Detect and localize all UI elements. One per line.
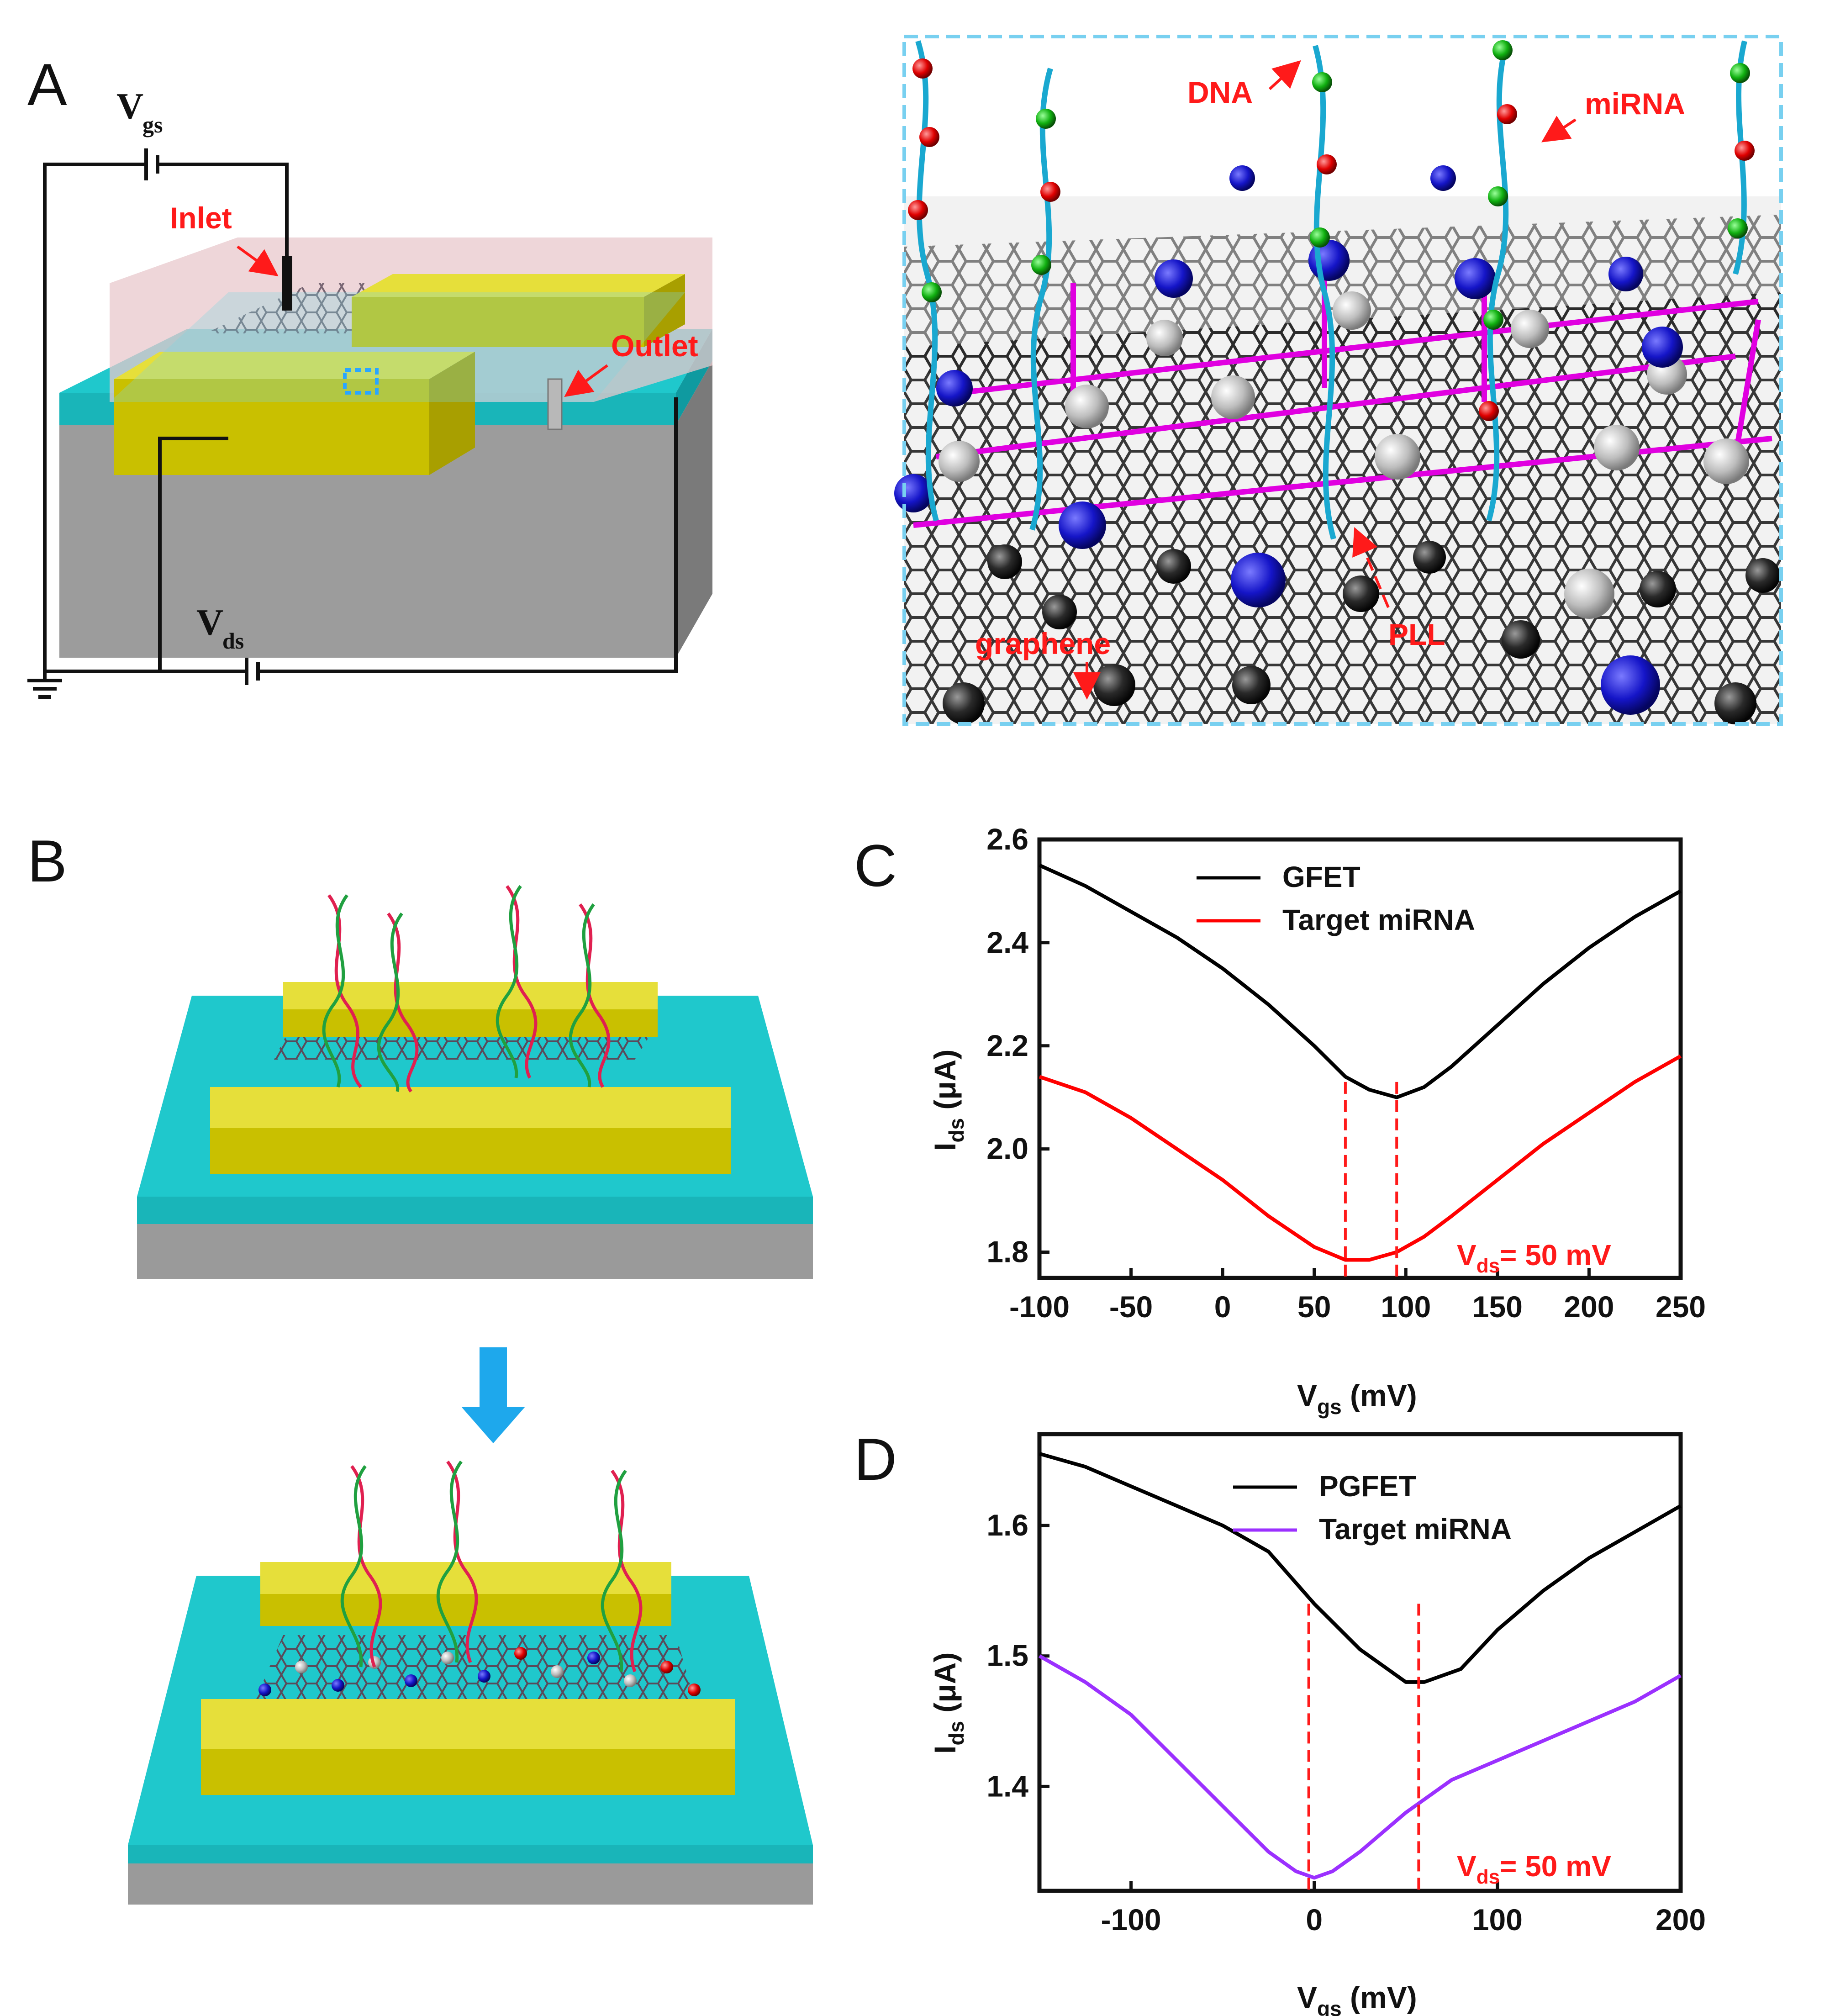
circuit-wires [27,148,678,699]
outlet-arrow [564,364,608,397]
chart-d-vds-sub: ds [1476,1866,1500,1888]
dna-arrow [1268,60,1301,90]
chart-c-xtick-label: -50 [1109,1290,1153,1324]
mirna-arrow [1541,116,1577,142]
chart-c: -100 -50 0 50 100 150 200 250 1.8 2.0 2.2 2.4 2.6 GF… [928,822,1706,1419]
chart-c-plot-frame [1037,837,1683,1280]
chart-c-lines [1039,863,1682,1278]
chart-d-series-line-2 [1039,1654,1682,1880]
chart-d-lines [1039,1452,1682,1891]
panel-label-d: D [854,1426,897,1493]
chart-c-ylabel: Ids (μA) [928,1050,968,1151]
chart-d-xtick-label: 100 [1472,1903,1523,1937]
chart-d-xtick-label: 0 [1306,1903,1323,1937]
chart-c-xtick-label: 250 [1656,1290,1706,1324]
inlet-arrow [237,245,279,277]
chart-c-vds-main: V [1457,1239,1476,1272]
zoom-molecular-view [894,35,1783,726]
dna-nucleotides [908,40,1755,421]
chart-c-xtick-label: 100 [1381,1290,1431,1324]
chart-c-ytick-label: 2.2 [986,1029,1028,1062]
chart-c-xtick-label: 150 [1472,1290,1523,1324]
chart-d-legend-label-2: Target miRNA [1319,1513,1512,1546]
chart-d-xlabel-main: V [1297,1980,1317,2014]
chart-d-ytick-label: 1.5 [986,1639,1028,1673]
chart-c-series-line-1 [1039,863,1682,1099]
chart-c-ytick-label: 2.0 [986,1132,1028,1166]
panel-label-a: A [27,51,67,118]
chart-c-vds-annotation: Vds= 50 mV [1457,1239,1611,1277]
chart-d-vds-value: = 50 mV [1500,1850,1611,1883]
chart-d-ylabel-unit: (μA) [928,1652,962,1721]
chart-c-xlabel-unit: (mV) [1342,1378,1417,1412]
chart-c-vds-value: = 50 mV [1500,1239,1611,1272]
chart-d-xlabel-sub: gs [1317,1997,1342,2016]
graphene-atoms [943,541,1780,724]
chart-c-xtick-label: 0 [1214,1290,1231,1324]
chart-d-xlabel-unit: (mV) [1342,1980,1417,2014]
pll-label: PLL [1388,617,1445,651]
chart-d-xlabel: Vgs (mV) [1297,1980,1417,2016]
chart-d-ytick-label: 1.6 [986,1508,1028,1542]
chart-c-xtick-label: 200 [1564,1290,1614,1324]
vds-subscript: ds [222,628,244,654]
chart-c-xlabel-sub: gs [1317,1395,1342,1419]
inlet-label: Inlet [170,201,232,235]
vgs-subscript: gs [142,112,163,137]
chart-c-series-line-2 [1039,1054,1682,1262]
chart-d-series-line-1 [1039,1452,1682,1684]
chart-c-vds-sub: ds [1476,1255,1500,1277]
chart-c-xlabel-main: V [1297,1378,1317,1412]
outlet-label: Outlet [611,329,698,363]
chart-c-xtick-label: -100 [1009,1290,1070,1324]
device-before [137,885,813,1279]
chart-d-ylabel-sub: ds [944,1721,968,1746]
dna-label: DNA [1187,75,1253,109]
chart-c-ytick-label: 2.4 [986,925,1028,959]
chart-d-ticks: -100 0 100 200 1.4 1.5 1.6 [986,1508,1706,1937]
panel-label-b: B [27,828,67,894]
chart-d-ylabel-main: I [928,1746,962,1754]
chart-c-ylabel-sub: ds [944,1118,968,1143]
chart-c-ytick-label: 1.8 [986,1235,1028,1269]
chart-d-legend-label-1: PGFET [1319,1470,1416,1503]
process-arrow [461,1347,525,1443]
graphene-label: graphene [975,627,1111,660]
chart-d-plot-frame [1037,1432,1683,1893]
chart-d-ylabel: Ids (μA) [928,1652,968,1754]
chart-c-ylabel-main: I [928,1143,962,1151]
chart-d-ytick-label: 1.4 [986,1769,1028,1803]
chart-c-ticks: -100 -50 0 50 100 150 200 250 1.8 2.0 2.2 2.4 2.6 [986,822,1706,1324]
panel-label-c: C [854,832,897,899]
chart-c-legend-label-1: GFET [1282,860,1360,893]
chart-c-xlabel: Vgs (mV) [1297,1378,1417,1419]
chart-c-legend-label-2: Target miRNA [1282,903,1475,936]
vds-label: V [196,602,223,643]
chart-d-vds-annotation: Vds= 50 mV [1457,1850,1611,1888]
device-schematic [59,237,712,658]
device-after [128,1460,813,1905]
pll-arrow [1352,527,1390,608]
vgs-label: V [116,85,143,127]
chart-d-xtick-label: 200 [1656,1903,1706,1937]
chart-d-xtick-label: -100 [1101,1903,1161,1937]
mirna-label: miRNA [1585,87,1685,121]
chart-c-ytick-label: 2.6 [986,822,1028,856]
chart-c-xtick-label: 50 [1297,1290,1331,1324]
gray-pll-atoms [939,291,1749,619]
chart-d-vds-main: V [1457,1850,1476,1883]
chart-c-ylabel-unit: (μA) [928,1050,962,1118]
